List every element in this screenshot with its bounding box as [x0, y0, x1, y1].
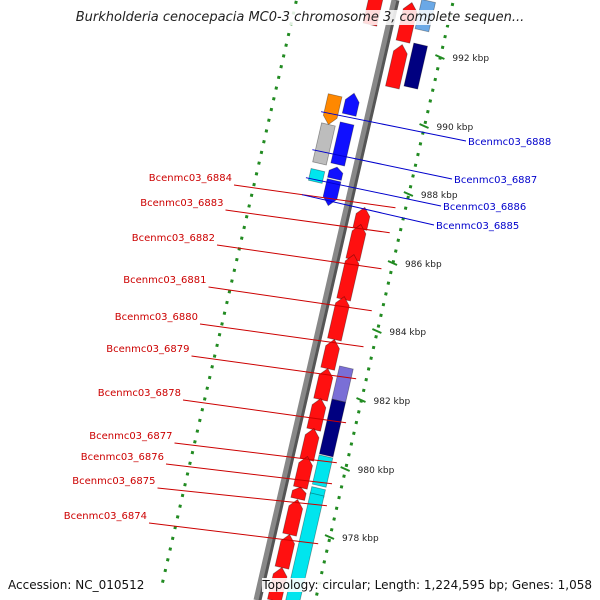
label-leader-line	[312, 149, 453, 180]
gene-block	[312, 122, 336, 166]
label-leader-line	[191, 355, 357, 380]
topology-label: Topology: circular; Length: 1,224,595 bp…	[262, 578, 592, 592]
scale-tick-mark	[371, 328, 382, 334]
backbone-line	[253, 0, 397, 600]
label-leader-line	[157, 487, 327, 507]
scale-tick-label: 984 kbp	[389, 328, 426, 338]
forward-gene-arrow	[290, 486, 307, 501]
guide-line	[313, 2, 455, 600]
chromosome-backbone	[253, 0, 400, 600]
reverse-gene-arrow	[327, 166, 344, 181]
label-leader-line	[233, 184, 396, 209]
gene-block	[322, 93, 343, 126]
label-leader-line	[208, 286, 372, 312]
forward-gene-arrow	[274, 533, 295, 570]
scale-tick-mark	[356, 397, 366, 403]
label-leader-line	[165, 463, 333, 485]
right-gene-label: Bcenmc03_6888	[468, 137, 551, 148]
label-leader-line	[182, 399, 347, 424]
left-gene-label: Bcenmc03_6879	[106, 344, 189, 355]
gene-features	[267, 0, 436, 600]
gene-block	[307, 168, 326, 184]
scale-tick-label: 992 kbp	[452, 54, 489, 64]
scale-ticks: 992 kbp 990 kbp 988 kbp 986 kbp 984 kbp 982 k…	[324, 54, 489, 544]
scale-tick-label: 988 kbp	[421, 191, 458, 201]
left-gene-label: Bcenmc03_6876	[81, 452, 164, 463]
gene-labels: Bcenmc03_6884 Bcenmc03_6883 Bcenmc03_6882 B…	[64, 111, 551, 545]
scale-tick-label: 978 kbp	[342, 534, 379, 544]
forward-gene-arrow	[385, 44, 408, 90]
label-leader-line	[301, 194, 435, 226]
forward-gene-arrow	[299, 427, 320, 462]
left-gene-label: Bcenmc03_6883	[140, 198, 223, 209]
left-gene-label: Bcenmc03_6878	[98, 388, 181, 399]
guide-line	[159, 0, 299, 590]
gene-block	[331, 365, 354, 403]
right-gene-label: Bcenmc03_6887	[454, 175, 537, 186]
forward-gene-arrow	[313, 367, 334, 402]
left-gene-label: Bcenmc03_6882	[132, 233, 215, 244]
gene-block	[318, 398, 347, 458]
left-gene-label: Bcenmc03_6884	[149, 173, 232, 184]
label-leader-line	[174, 442, 337, 464]
right-gene-label: Bcenmc03_6886	[443, 202, 526, 213]
accession-label: Accession: NC_010512	[8, 578, 145, 592]
gene-block	[403, 42, 428, 90]
forward-gene-arrow	[306, 397, 327, 432]
scale-tick-mark	[324, 534, 335, 540]
forward-gene-arrow	[282, 498, 304, 537]
label-leader-line	[216, 244, 382, 270]
gene-block	[285, 492, 325, 600]
label-leader-line	[305, 177, 442, 207]
left-gene-label: Bcenmc03_6874	[64, 511, 147, 522]
scale-tick-label: 990 kbp	[437, 123, 474, 133]
left-gene-label: Bcenmc03_6881	[123, 275, 206, 286]
scale-tick-mark	[340, 466, 351, 472]
reverse-gene-arrow	[341, 92, 360, 117]
scale-tick-mark	[434, 54, 445, 60]
scale-tick-mark	[387, 260, 398, 266]
map-title: Burkholderia cenocepacia MC0-3 chromosom…	[0, 10, 600, 25]
label-leader-line	[321, 111, 467, 142]
dotted-guide-lines	[159, 0, 455, 600]
forward-gene-arrow	[327, 296, 350, 342]
scale-tick-mark	[419, 123, 429, 129]
forward-gene-arrow	[336, 254, 360, 302]
scale-tick-label: 986 kbp	[405, 260, 442, 270]
left-gene-label: Bcenmc03_6880	[115, 312, 198, 323]
right-gene-label: Bcenmc03_6885	[436, 221, 519, 232]
scale-tick-mark	[403, 191, 414, 197]
left-gene-label: Bcenmc03_6875	[72, 476, 155, 487]
label-leader-line	[225, 209, 390, 234]
scale-tick-label: 980 kbp	[358, 466, 395, 476]
gene-block	[311, 454, 334, 488]
label-leader-line	[148, 522, 319, 545]
scale-tick-label: 982 kbp	[374, 397, 411, 407]
label-leader-line	[199, 323, 364, 348]
left-gene-label: Bcenmc03_6877	[89, 431, 172, 442]
